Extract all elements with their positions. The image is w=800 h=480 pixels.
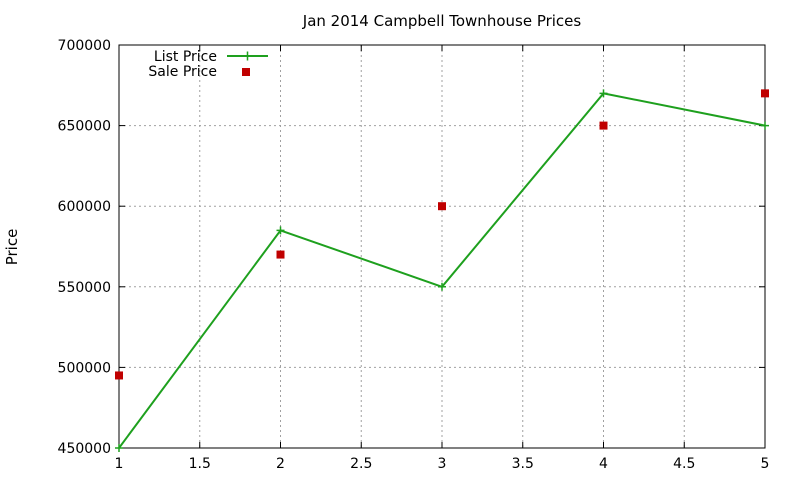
sale-price-point: [276, 250, 285, 259]
list-price-point: [761, 121, 769, 130]
series-layer: [115, 89, 769, 452]
x-tick-label: 4: [599, 456, 608, 472]
x-axis: 1 1.5 2 2.5 3 3.5 4 4.5 5: [115, 45, 770, 472]
sale-price-point: [599, 121, 608, 130]
legend: List Price Sale Price: [148, 49, 268, 80]
x-tick-label: 1.5: [189, 456, 211, 472]
y-axis-label: Price: [3, 229, 21, 266]
y-tick-label: 500000: [58, 360, 111, 376]
list-price-point: [599, 89, 608, 98]
x-tick-label: 1: [115, 456, 124, 472]
x-tick-label: 3.5: [512, 456, 534, 472]
y-axis: 450000 500000 550000 600000 650000 700000: [58, 38, 765, 457]
x-tick-label: 2: [276, 456, 285, 472]
sale-price-point: [115, 371, 123, 380]
y-tick-label: 600000: [58, 199, 111, 215]
legend-marker-sale-price: [242, 68, 250, 76]
grid: [119, 45, 765, 448]
legend-label-sale-price: Sale Price: [148, 64, 217, 80]
y-tick-label: 650000: [58, 119, 111, 135]
x-tick-label: 2.5: [350, 456, 372, 472]
legend-label-list-price: List Price: [154, 49, 217, 65]
legend-marker-list-price: [243, 51, 252, 61]
list-price-point: [115, 444, 123, 452]
list-price-point: [276, 226, 285, 235]
x-tick-label: 3: [438, 456, 447, 472]
chart-title: Jan 2014 Campbell Townhouse Prices: [302, 12, 582, 30]
x-tick-label: 5: [761, 456, 770, 472]
y-tick-label: 450000: [58, 441, 111, 457]
sale-price-point: [761, 89, 769, 98]
list-price-point: [438, 282, 446, 291]
sale-price-point: [438, 202, 446, 211]
y-tick-label: 550000: [58, 280, 111, 296]
y-tick-label: 700000: [58, 38, 111, 54]
x-tick-label: 4.5: [673, 456, 695, 472]
